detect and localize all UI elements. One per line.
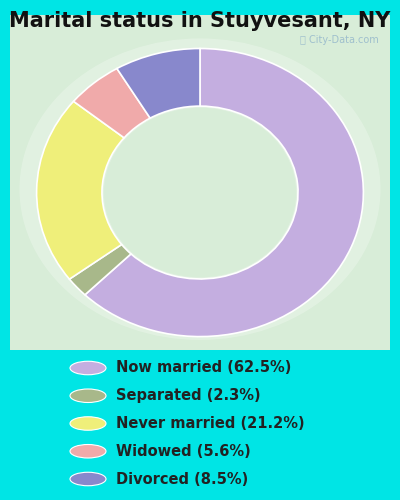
Text: Now married (62.5%): Now married (62.5%) xyxy=(116,360,291,376)
Text: Ⓣ City-Data.com: Ⓣ City-Data.com xyxy=(300,35,378,45)
Text: Separated (2.3%): Separated (2.3%) xyxy=(116,388,261,403)
Circle shape xyxy=(104,108,296,278)
Wedge shape xyxy=(117,48,200,118)
Text: Never married (21.2%): Never married (21.2%) xyxy=(116,416,305,431)
Circle shape xyxy=(70,389,106,402)
Text: Divorced (8.5%): Divorced (8.5%) xyxy=(116,472,248,486)
Wedge shape xyxy=(74,68,150,138)
Circle shape xyxy=(70,417,106,430)
Wedge shape xyxy=(70,244,131,295)
Text: Marital status in Stuyvesant, NY: Marital status in Stuyvesant, NY xyxy=(9,11,391,31)
Wedge shape xyxy=(37,102,124,279)
Circle shape xyxy=(70,444,106,458)
Circle shape xyxy=(70,472,106,486)
Circle shape xyxy=(70,361,106,375)
Ellipse shape xyxy=(20,38,380,340)
Wedge shape xyxy=(85,48,363,337)
Text: Widowed (5.6%): Widowed (5.6%) xyxy=(116,444,251,459)
